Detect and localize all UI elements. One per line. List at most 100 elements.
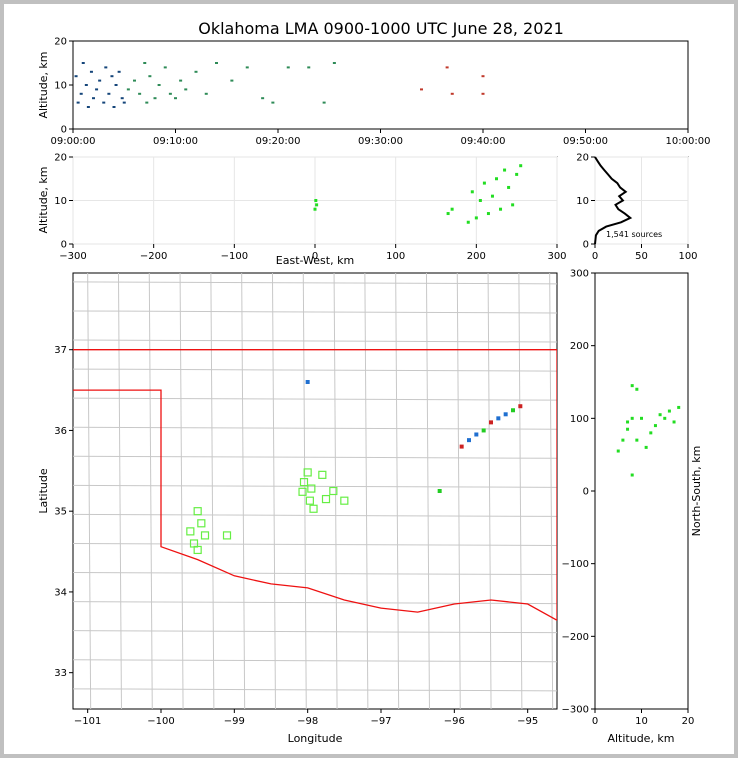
map-source-point <box>459 444 464 449</box>
panel-time-altitude: 09:00:00 09:10:00 09:20:00 09:30:00 09:40:00… <box>37 37 710 148</box>
panel2-x-tick-label: 200 <box>467 251 486 262</box>
ns-source-point <box>658 413 662 417</box>
time-source-point <box>145 101 149 104</box>
county-line <box>241 273 246 709</box>
lma-stations <box>186 468 349 555</box>
map-y-tick-label: 33 <box>54 668 67 679</box>
ew-source-point <box>470 190 474 194</box>
map-x-tick-label: −99 <box>224 716 245 727</box>
county-line <box>364 273 369 709</box>
county-line <box>518 273 523 709</box>
ew-source-point <box>519 164 523 168</box>
station-marker <box>298 487 307 496</box>
time-source-point <box>481 75 485 78</box>
map-source-point <box>496 416 501 421</box>
panel1-y-tick-label: 20 <box>54 37 67 48</box>
panel1-x-tick-label: 09:10:00 <box>153 136 198 147</box>
county-line <box>73 630 557 634</box>
station-marker <box>193 545 202 555</box>
time-source-point <box>153 97 157 100</box>
county-line <box>73 659 557 663</box>
panel5-y-tick-label: −300 <box>562 705 589 716</box>
ew-source-point <box>511 203 515 207</box>
time-source-point <box>445 66 449 69</box>
ew-source-point <box>490 194 494 198</box>
time-source-point <box>230 79 234 82</box>
county-line <box>395 273 400 709</box>
map-source-point <box>489 420 493 425</box>
time-source-point <box>120 97 124 100</box>
county-line <box>117 273 122 709</box>
panel5-x-tick-label: 20 <box>682 716 695 727</box>
figure-canvas: Oklahoma LMA 0900-1000 UTC June 28, 2021… <box>37 19 710 746</box>
ns-source-point <box>672 420 676 424</box>
panel5-ylabel: North-South, km <box>690 446 703 537</box>
time-source-point <box>163 66 167 69</box>
map-x-ticks: −101 −100 −99 −98 −97 −96 −95 <box>74 709 538 727</box>
map-x-tick-label: −98 <box>297 716 318 727</box>
time-source-point <box>114 84 118 86</box>
panel-histogram: 0 50 100 0 10 20 1,541 sources <box>576 153 697 263</box>
station-marker <box>186 527 195 536</box>
chart-title: Oklahoma LMA 0900-1000 UTC June 28, 2021 <box>198 19 564 38</box>
panel1-x-ticks: 09:00:00 09:10:00 09:20:00 09:30:00 09:40:00… <box>51 129 710 147</box>
ew-source-point <box>466 220 470 224</box>
panel1-x-tick-label: 09:40:00 <box>461 136 506 147</box>
panel5-x-ticks: 0 10 20 <box>592 709 695 727</box>
map-y-ticks: 33 34 35 36 37 <box>54 345 73 679</box>
panel2-points <box>313 164 523 224</box>
time-source-point <box>261 97 265 100</box>
time-source-point <box>179 79 183 82</box>
time-source-point <box>148 75 152 78</box>
panel2-y-tick-label: 10 <box>54 196 67 207</box>
time-source-point <box>332 62 336 64</box>
panel2-x-tick-label: 300 <box>547 251 566 262</box>
time-source-point <box>271 101 275 104</box>
map-y-tick-label: 36 <box>54 426 67 437</box>
time-source-point <box>86 106 90 108</box>
panel1-y-tick-label: 10 <box>54 81 67 92</box>
panel-east-west: −300 −200 −100 0 100 200 300 0 10 20 East-West, … <box>37 153 567 268</box>
panel1-y-tick-label: 0 <box>61 125 67 136</box>
panel-north-south: 0 10 20 −300 −200 −100 0 100 200 300 Altitude, k… <box>562 269 703 746</box>
ns-source-point <box>635 387 639 391</box>
ew-source-point <box>478 199 482 202</box>
county-line <box>73 368 557 372</box>
ew-source-point <box>503 168 507 172</box>
panel1-y-ticks: 0 10 20 <box>54 37 73 136</box>
time-source-point <box>107 92 111 95</box>
panel1-frame <box>72 40 689 130</box>
ns-source-point <box>626 420 630 424</box>
panel2-x-tick-label: 0 <box>312 251 318 262</box>
map-y-tick-label: 37 <box>54 345 67 356</box>
panel5-frame <box>594 272 689 710</box>
ns-source-point <box>677 405 681 409</box>
ns-source-point <box>649 431 653 435</box>
panel3-y-tick-label: 20 <box>576 153 589 164</box>
panel2-x-ticks: −300 −200 −100 0 100 200 300 <box>59 244 567 262</box>
county-line <box>333 273 338 709</box>
map-x-tick-label: −97 <box>370 716 391 727</box>
ns-source-point <box>630 473 634 477</box>
panel1-x-tick-label: 09:00:00 <box>51 136 96 147</box>
time-source-point <box>138 92 142 95</box>
time-source-point <box>286 66 290 69</box>
time-source-point <box>79 92 83 95</box>
time-source-point <box>117 70 121 73</box>
station-marker <box>305 496 314 505</box>
map-x-tick-label: −101 <box>74 716 101 727</box>
county-line <box>148 273 153 709</box>
time-source-point <box>168 92 172 95</box>
time-source-point <box>84 84 88 86</box>
source-count: 1,541 sources <box>606 230 662 239</box>
ns-source-point <box>630 416 634 420</box>
map-source-point <box>518 404 523 409</box>
panel2-x-tick-label: −100 <box>221 251 248 262</box>
station-marker <box>340 496 349 505</box>
time-source-point <box>112 106 116 108</box>
time-source-point <box>92 97 95 100</box>
station-marker <box>307 484 316 493</box>
ew-source-point <box>486 212 490 216</box>
time-source-point <box>76 101 80 104</box>
panel5-y-tick-label: 200 <box>570 341 589 352</box>
